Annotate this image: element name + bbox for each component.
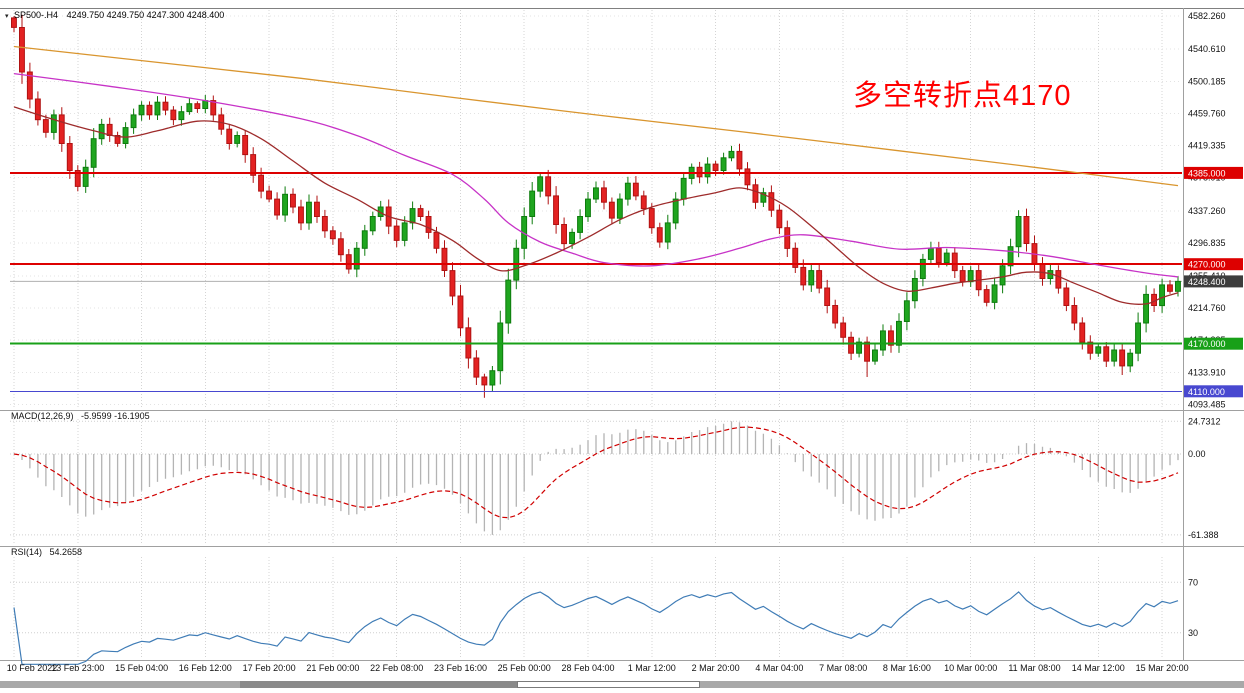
panel-frame — [0, 8, 1244, 661]
scrollbar-thumb[interactable] — [517, 681, 700, 688]
macd-tick-label: 24.7312 — [1188, 416, 1221, 426]
symbol-title: SP500-.H4 — [14, 10, 59, 20]
price-tick-label: 4214.760 — [1188, 303, 1226, 313]
price-tick-label: 4582.260 — [1188, 11, 1226, 21]
time-label: 21 Feb 00:00 — [306, 663, 359, 673]
time-label: 14 Mar 12:00 — [1072, 663, 1125, 673]
price-line-labels: 4385.000 4270.000 4170.000 4110.000 4248.400 — [1184, 166, 1243, 398]
ma-fast — [13, 106, 1179, 305]
rsi-name: RSI(14) — [11, 547, 43, 557]
time-label: 22 Feb 08:00 — [370, 663, 423, 673]
ma-medium — [13, 72, 1179, 278]
moving-averages — [13, 45, 1179, 305]
rsi-tick-label: 70 — [1188, 577, 1198, 587]
price-tick-label: 4296.835 — [1188, 238, 1226, 248]
time-label: 23 Feb 16:00 — [434, 663, 487, 673]
annotation-text: 多空转折点4170 — [853, 80, 1072, 112]
macd-histogram — [21, 421, 1179, 535]
price-tick-label: 4500.185 — [1188, 76, 1226, 86]
macd-tick-label: -61.388 — [1188, 530, 1219, 540]
last-price-label: 4248.400 — [1188, 277, 1226, 287]
ma-slow — [13, 45, 1179, 187]
macd-indicator-label: MACD(12,26,9) -5.9599 -16.1905 — [11, 411, 150, 421]
time-label: 13 Feb 23:00 — [51, 663, 104, 673]
time-label: 8 Mar 16:00 — [883, 663, 931, 673]
price-line-label: 4385.000 — [1188, 168, 1226, 178]
price-line-label: 4170.000 — [1188, 339, 1226, 349]
candles[interactable] — [11, 14, 1181, 398]
rsi-line — [13, 591, 1179, 665]
rsi-tick-label: 30 — [1188, 628, 1198, 638]
time-label: 15 Mar 20:00 — [1136, 663, 1189, 673]
annotation: 多空转折点4170 — [853, 72, 1072, 114]
price-axis[interactable]: 4582.260 4540.610 4500.185 4459.760 4419.335… — [1188, 11, 1226, 409]
price-tick-label: 4133.910 — [1188, 367, 1226, 377]
time-label: 16 Feb 12:00 — [179, 663, 232, 673]
time-label: 7 Mar 08:00 — [819, 663, 867, 673]
time-label: 17 Feb 20:00 — [243, 663, 296, 673]
scrollbar-track-segment — [240, 681, 517, 688]
price-line-label: 4110.000 — [1188, 387, 1225, 397]
time-label: 2 Mar 20:00 — [692, 663, 740, 673]
ohlc-values: 4249.750 4249.750 4247.300 4248.400 — [66, 10, 225, 20]
time-label: 28 Feb 04:00 — [561, 663, 614, 673]
price-line-label: 4270.000 — [1188, 260, 1226, 270]
time-label: 15 Feb 04:00 — [115, 663, 168, 673]
symbol-ohlc-header: ▾ SP500-.H4 4249.750 4249.750 4247.300 4… — [5, 10, 224, 20]
price-tick-label: 4419.335 — [1188, 141, 1226, 151]
horizontal-scrollbar[interactable] — [0, 681, 1244, 688]
rsi-panel[interactable]: 70 30 — [10, 577, 1198, 665]
time-label: 10 Feb 2022 — [7, 663, 58, 673]
time-label: 11 Mar 08:00 — [1008, 663, 1060, 673]
price-tick-label: 4459.760 — [1188, 109, 1226, 119]
horizontal-price-lines[interactable] — [10, 171, 1182, 392]
price-tick-label: 4093.485 — [1188, 399, 1226, 409]
time-label: 25 Feb 00:00 — [498, 663, 551, 673]
price-tick-label: 4540.610 — [1188, 44, 1226, 54]
price-tick-label: 4337.260 — [1188, 206, 1226, 216]
time-label: 4 Mar 04:00 — [755, 663, 803, 673]
macd-tick-label: 0.00 — [1188, 449, 1206, 459]
macd-signal-line — [13, 426, 1179, 519]
chart-dropdown-icon[interactable]: ▾ — [5, 13, 9, 20]
rsi-value: 54.2658 — [49, 547, 83, 557]
time-label: 1 Mar 12:00 — [628, 663, 676, 673]
macd-panel[interactable]: 24.7312 0.00 -61.388 — [10, 416, 1221, 540]
rsi-indicator-label: RSI(14) 54.2658 — [11, 547, 82, 557]
macd-values: -5.9599 -16.1905 — [81, 411, 150, 421]
time-label: 10 Mar 00:00 — [944, 663, 997, 673]
macd-name: MACD(12,26,9) — [11, 411, 74, 421]
